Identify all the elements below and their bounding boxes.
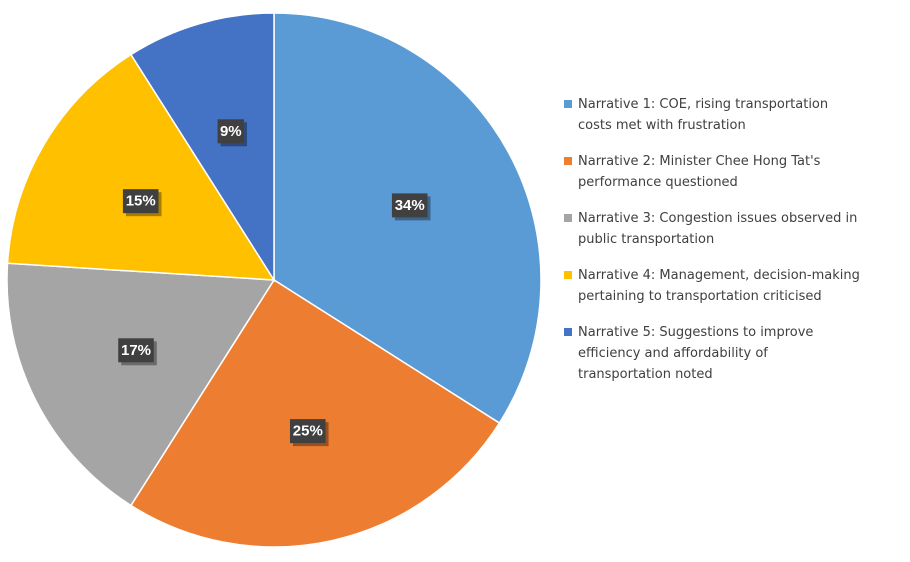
data-label-text-narrative-5: 9% [220, 123, 242, 140]
legend-swatch-narrative-4 [564, 271, 572, 279]
pie-slice-narrative-3 [6, 262, 276, 507]
data-label-narrative-3: 17% [118, 338, 157, 366]
legend-item-narrative-2: Narrative 2: Minister Chee Hong Tat's pe… [562, 151, 862, 193]
pie-slice-narrative-1 [273, 12, 542, 425]
data-label-text-narrative-1: 34% [395, 197, 425, 214]
pie-slice-narrative-2 [129, 278, 501, 548]
data-label-narrative-5: 9% [217, 119, 247, 147]
legend-label-narrative-4: Narrative 4: Management, decision-making… [578, 268, 860, 304]
legend-item-narrative-1: Narrative 1: COE, rising transportation … [562, 94, 862, 136]
data-label-text-narrative-4: 15% [126, 193, 156, 210]
legend-item-narrative-3: Narrative 3: Congestion issues observed … [562, 208, 862, 250]
data-label-text-narrative-3: 17% [121, 342, 151, 359]
legend-swatch-narrative-1 [564, 100, 572, 108]
pie-slice-narrative-4 [6, 53, 276, 281]
legend-label-narrative-5: Narrative 5: Suggestions to improve effi… [578, 325, 814, 382]
data-label-narrative-1: 34% [391, 193, 431, 221]
legend-swatch-narrative-5 [564, 328, 572, 336]
legend-item-narrative-4: Narrative 4: Management, decision-making… [562, 265, 862, 307]
pie-data-labels: 34% 25% 17% 15% 9% [118, 119, 431, 447]
pie-slices [6, 12, 542, 548]
legend-item-narrative-5: Narrative 5: Suggestions to improve effi… [562, 322, 862, 385]
legend-label-narrative-2: Narrative 2: Minister Chee Hong Tat's pe… [578, 154, 821, 190]
data-label-text-narrative-2: 25% [293, 423, 323, 440]
data-label-narrative-2: 25% [289, 419, 329, 447]
pie-slice-narrative-5 [129, 12, 275, 283]
legend-label-narrative-3: Narrative 3: Congestion issues observed … [578, 211, 858, 247]
legend-swatch-narrative-2 [564, 157, 572, 165]
chart-legend: Narrative 1: COE, rising transportation … [562, 94, 862, 400]
data-label-narrative-4: 15% [122, 189, 162, 217]
legend-swatch-narrative-3 [564, 214, 572, 222]
legend-label-narrative-1: Narrative 1: COE, rising transportation … [578, 97, 829, 133]
